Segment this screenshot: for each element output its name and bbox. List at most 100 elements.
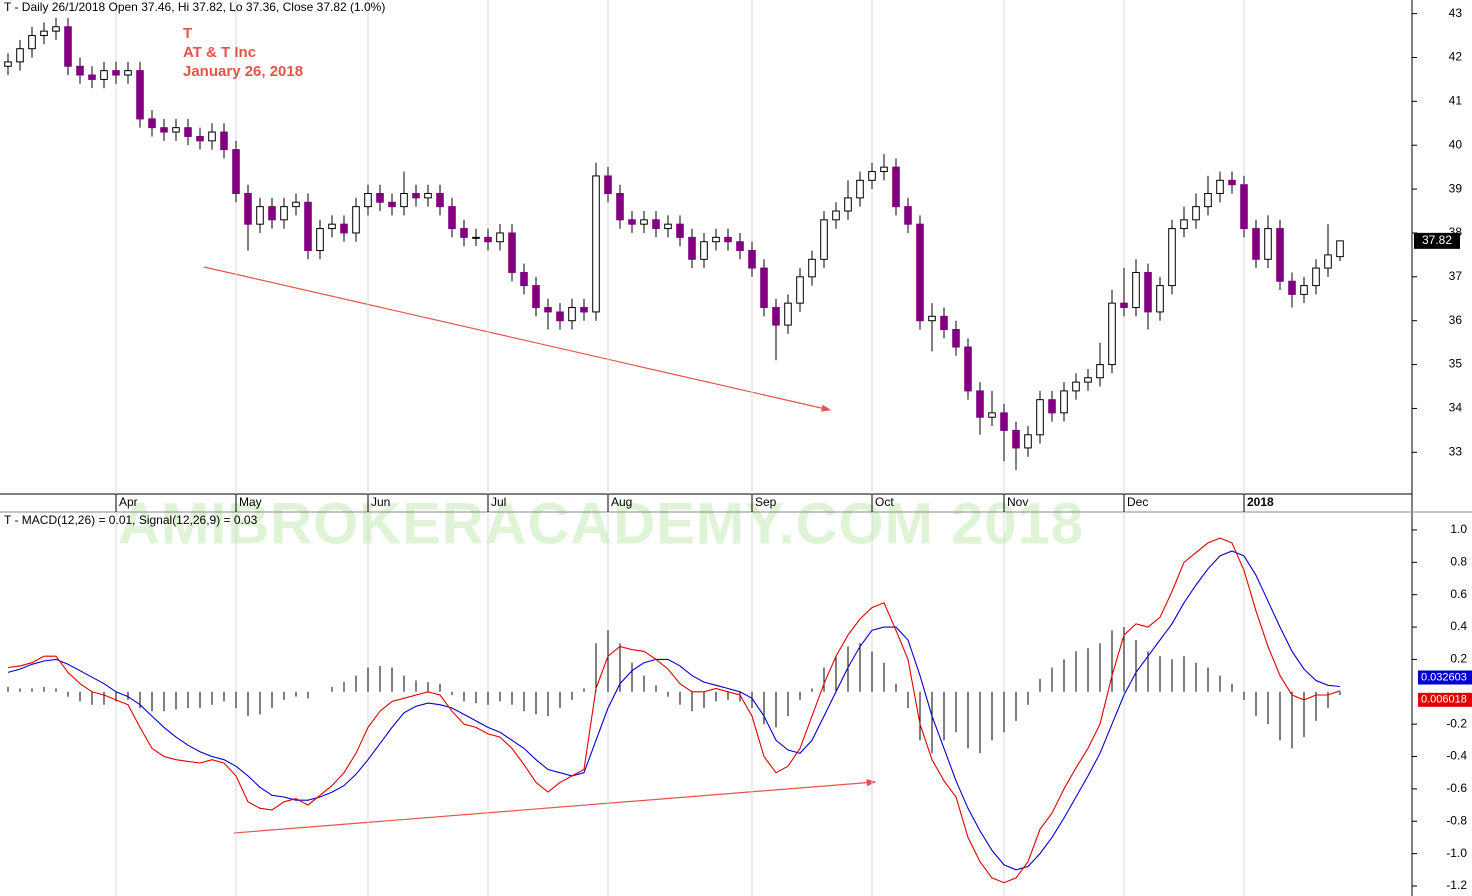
candle-body — [1216, 179, 1224, 194]
candle-body — [700, 241, 708, 260]
y-tick-label: 40 — [1449, 137, 1463, 151]
y-tick-label: -1.2 — [1446, 878, 1467, 892]
macd-last-box — [1418, 692, 1472, 707]
candle-body — [1096, 364, 1104, 379]
candle-body — [1120, 302, 1128, 309]
candle-body — [904, 206, 912, 225]
candle-body — [232, 149, 240, 194]
candle-body — [184, 127, 192, 137]
y-tick-label: 0.8 — [1450, 554, 1467, 568]
candle-body — [124, 70, 132, 76]
candle-body — [1036, 399, 1044, 436]
chart-title: T - Daily 26/1/2018 Open 37.46, Hi 37.82… — [4, 0, 385, 14]
candle-body — [1204, 192, 1212, 208]
signal-line — [7, 550, 1341, 871]
candle-body — [748, 250, 756, 269]
candle-body — [1060, 390, 1068, 414]
candle-body — [736, 241, 744, 252]
trend-arrow — [233, 779, 877, 834]
candle-body — [808, 258, 816, 278]
y-tick-label: -0.6 — [1446, 781, 1467, 795]
macd-line — [7, 537, 1341, 884]
candle-body — [580, 307, 588, 313]
candle-body — [496, 232, 504, 243]
candle-body — [832, 210, 840, 221]
candle-body — [688, 236, 696, 260]
x-tick-label: Nov — [1007, 495, 1028, 509]
x-tick-label: Apr — [119, 495, 138, 509]
candle-body — [616, 192, 624, 221]
candle-body — [1312, 267, 1320, 287]
candle-body — [1252, 228, 1260, 260]
y-tick-label: -0.2 — [1446, 716, 1467, 730]
y-tick-label: 33 — [1449, 444, 1463, 458]
candle-body — [1228, 179, 1236, 186]
candle-body — [880, 166, 888, 173]
candle-body — [376, 192, 384, 203]
candle-body — [628, 219, 636, 225]
y-tick-label: 34 — [1449, 401, 1463, 415]
x-tick-label: Dec — [1127, 495, 1148, 509]
candle-body — [868, 171, 876, 181]
candle-body — [964, 346, 972, 392]
candle-body — [76, 65, 84, 76]
candle-body — [856, 179, 864, 199]
candle-body — [484, 236, 492, 243]
candle-body — [916, 223, 924, 322]
candle-body — [316, 228, 324, 252]
candle-body — [772, 307, 780, 326]
candle-body — [208, 131, 216, 142]
y-tick-label: -0.8 — [1446, 813, 1467, 827]
candle-body — [328, 223, 336, 230]
candle-body — [460, 228, 468, 238]
x-tick-label: Jul — [491, 495, 506, 509]
annotation: T — [183, 25, 192, 42]
candle-body — [352, 206, 360, 234]
candle-body — [472, 236, 480, 239]
y-tick-label: 37 — [1449, 269, 1463, 283]
candle-body — [940, 315, 948, 330]
candle-body — [220, 131, 228, 151]
candle-body — [520, 271, 528, 287]
candle-body — [280, 206, 288, 221]
candle-body — [1132, 271, 1140, 309]
x-tick-label: Jun — [371, 495, 390, 509]
y-tick-label: 0.6 — [1450, 587, 1467, 601]
candle-body — [172, 127, 180, 133]
candle-body — [1324, 254, 1332, 269]
candle-body — [4, 61, 12, 67]
x-tick-label: May — [239, 495, 262, 509]
candle-body — [796, 276, 804, 304]
candle-body — [1144, 271, 1152, 313]
candle-body — [1156, 285, 1164, 313]
y-tick-label: 43 — [1449, 6, 1463, 20]
candle-body — [400, 192, 408, 208]
candle-body — [340, 223, 348, 234]
signal-last-box — [1418, 670, 1472, 685]
x-tick-label: Sep — [755, 495, 777, 509]
y-tick-label: 35 — [1449, 357, 1463, 371]
candle-body — [100, 70, 108, 80]
annotation: January 26, 2018 — [183, 63, 303, 80]
candle-body — [592, 175, 600, 313]
candle-body — [1288, 280, 1296, 295]
annotation: AT & T Inc — [183, 44, 256, 61]
candle-body — [256, 206, 264, 225]
candle-body — [664, 223, 672, 230]
plot-layer: Apr May Jun Jul Aug Sep Oct Nov Dec 2018 — [4, 0, 1344, 896]
candle-body — [268, 206, 276, 221]
y-tick-label: 1.0 — [1450, 522, 1467, 536]
macd-last-label: 0.006018 — [1421, 694, 1467, 706]
candle-body — [292, 201, 300, 208]
candle-body — [568, 307, 576, 322]
candle-body — [556, 311, 564, 322]
candle-body — [412, 192, 420, 199]
y-tick-label: 36 — [1449, 313, 1463, 327]
candle-body — [1072, 381, 1080, 392]
candle-body — [1300, 285, 1308, 295]
candle-body — [148, 118, 156, 129]
candle-body — [988, 412, 996, 418]
